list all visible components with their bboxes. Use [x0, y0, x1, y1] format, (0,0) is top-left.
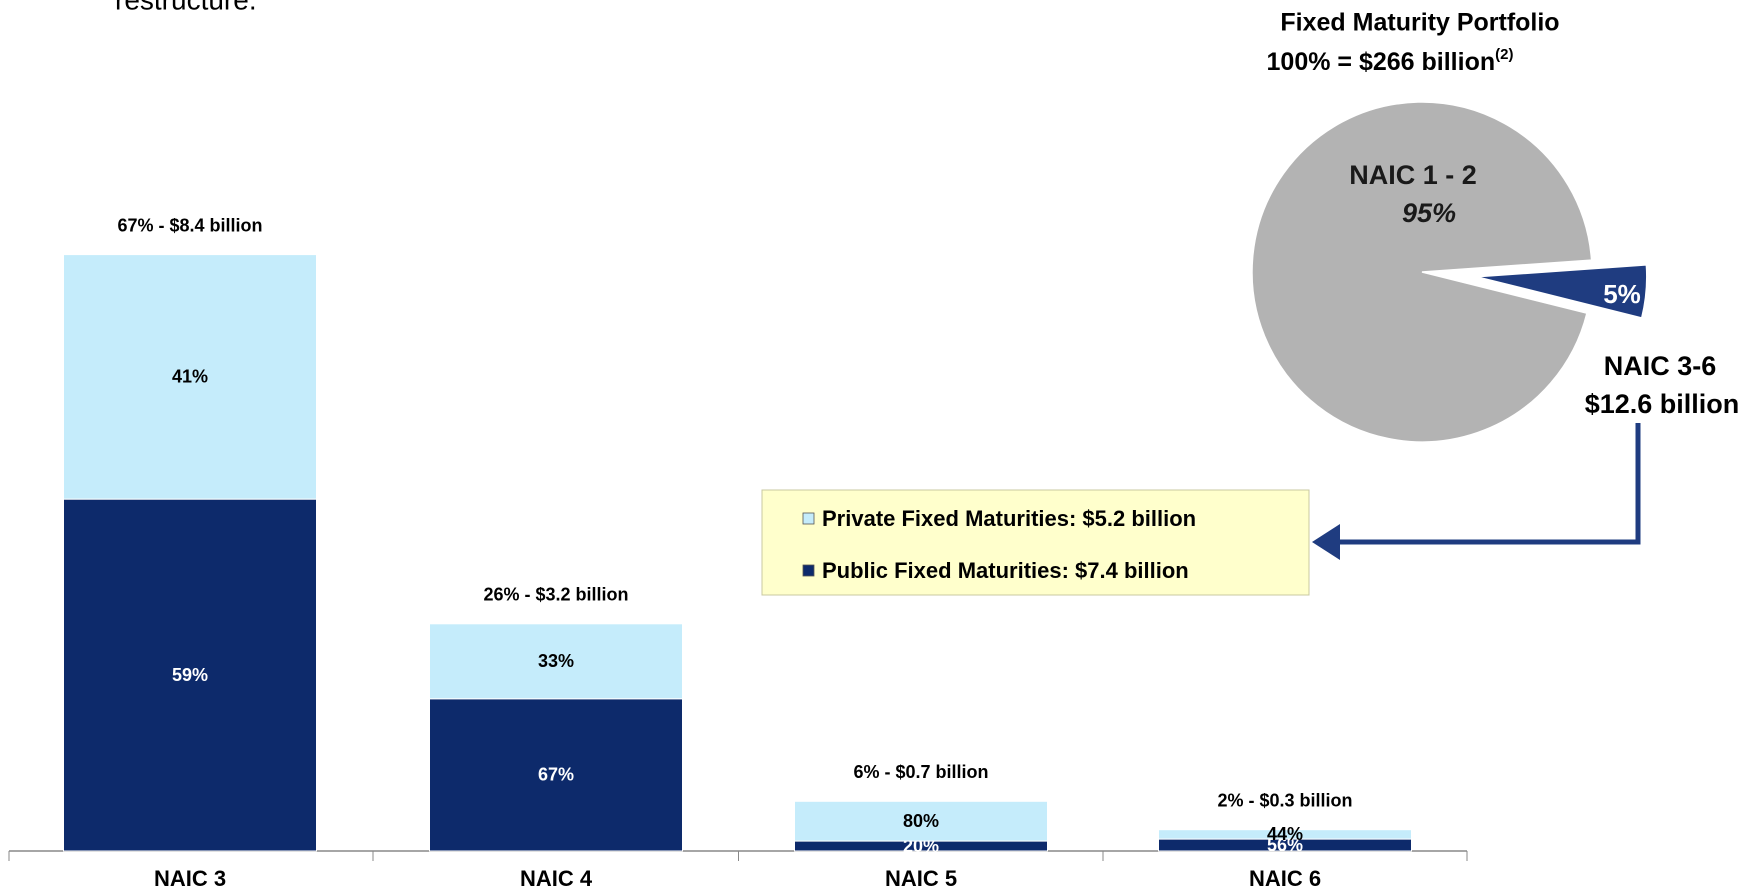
footnote-marker: (2)	[1495, 46, 1513, 63]
segment-label: 56%	[1267, 835, 1303, 855]
legend-label: Public Fixed Maturities: $7.4 billion	[822, 558, 1189, 583]
legend-swatch	[802, 512, 815, 525]
pie-slice	[1476, 264, 1648, 319]
segment-label: 80%	[903, 811, 939, 831]
segment-label: 44%	[1267, 824, 1303, 844]
legend-box	[761, 489, 1310, 596]
pie-title: Fixed Maturity Portfolio	[1280, 9, 1559, 37]
segment-label: 67%	[538, 765, 574, 785]
pie-subtitle: 100% = $266 billion(2)	[1267, 46, 1514, 76]
bar-segment	[63, 254, 317, 500]
slice-label: 5%	[1603, 279, 1641, 309]
legend-label: Private Fixed Maturities: $5.2 billion	[822, 506, 1196, 531]
legend-swatch	[802, 564, 815, 577]
segment-label: 59%	[172, 665, 208, 685]
bar-segment	[794, 800, 1048, 842]
segment-label: 41%	[172, 367, 208, 387]
arrow-head	[1312, 524, 1340, 560]
total-label: 67% - $8.4 billion	[117, 215, 262, 235]
bar-segment	[429, 623, 683, 700]
total-label: 26% - $3.2 billion	[483, 585, 628, 605]
slice-name: NAIC 1 - 2	[1349, 160, 1477, 190]
pie-annotation: $12.6 billion	[1585, 389, 1740, 419]
connector-arrow	[1335, 423, 1641, 545]
bar-segment	[63, 498, 317, 852]
bar-segment	[1158, 829, 1412, 840]
category-label: NAIC 4	[520, 866, 593, 891]
slice-name: NAIC 3-6	[1604, 351, 1717, 381]
total-label: 6% - $0.7 billion	[853, 762, 988, 782]
subtitle-text: 100% = $266 billion	[1267, 48, 1496, 76]
header-fragment: restructure.	[115, 0, 257, 15]
segment-label: 33%	[538, 651, 574, 671]
total-label: 2% - $0.3 billion	[1217, 790, 1352, 810]
pie-slice	[1251, 101, 1593, 443]
category-label: NAIC 6	[1249, 866, 1321, 891]
category-label: NAIC 3	[154, 866, 226, 891]
category-label: NAIC 5	[885, 866, 957, 891]
slice-label: 95%	[1402, 198, 1456, 228]
